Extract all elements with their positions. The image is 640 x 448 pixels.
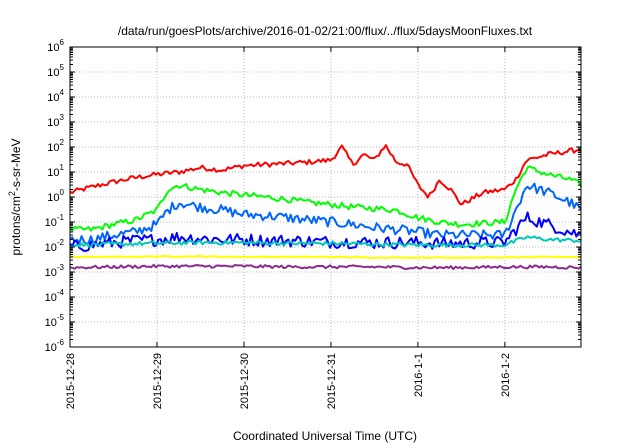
y-tick-label: 10-2 <box>45 238 65 254</box>
y-axis-label-sup: 2 <box>7 191 17 196</box>
y-tick-label: 101 <box>47 163 64 179</box>
x-tick-label: 2015-12-28 <box>65 353 77 409</box>
series-line <box>69 182 582 245</box>
series-line <box>69 144 582 206</box>
y-axis-label-base: protons/cm <box>9 196 23 255</box>
y-tick-label: 10-6 <box>45 338 65 354</box>
y-tick-label: 105 <box>47 63 64 79</box>
y-axis-label-rest: -s-sr-MeV <box>9 138 23 191</box>
x-axis-label: Coordinated Universal Time (UTC) <box>233 429 417 443</box>
y-tick-label: 10-5 <box>45 313 65 329</box>
x-tick-label: 2015-12-30 <box>239 353 251 409</box>
series-line <box>69 165 582 232</box>
chart-title: /data/run/goesPlots/archive/2016-01-02/2… <box>118 24 533 38</box>
y-tick-label: 104 <box>47 88 64 104</box>
grid <box>70 47 581 347</box>
y-tick-label: 106 <box>47 38 64 54</box>
y-tick-label: 102 <box>47 138 64 154</box>
series-layer <box>69 144 582 271</box>
y-tick-label: 10-3 <box>45 263 65 279</box>
y-tick-label: 10-4 <box>45 288 65 304</box>
x-tick-label: 2015-12-29 <box>152 353 164 409</box>
y-tick-label: 10-1 <box>45 213 65 229</box>
y-tick-label: 100 <box>47 188 64 204</box>
y-axis-label: protons/cm2-s-sr-MeV <box>7 138 23 255</box>
x-tick-label: 2016-1-2 <box>500 353 512 397</box>
y-tick-label: 103 <box>47 113 64 129</box>
y-axis: 10-6 10-5 10-4 10-3 10-2 10-1 100 101 102 103 104 1… <box>45 38 581 354</box>
x-tick-label: 2016-1-1 <box>413 353 425 397</box>
series-line <box>69 255 582 259</box>
series-line <box>69 263 582 271</box>
series-line <box>69 235 582 248</box>
x-axis: 2015-12-28 2015-12-29 2015-12-30 2015-12-31… <box>65 47 512 409</box>
x-tick-label: 2015-12-31 <box>326 353 338 409</box>
series-line <box>69 211 582 252</box>
